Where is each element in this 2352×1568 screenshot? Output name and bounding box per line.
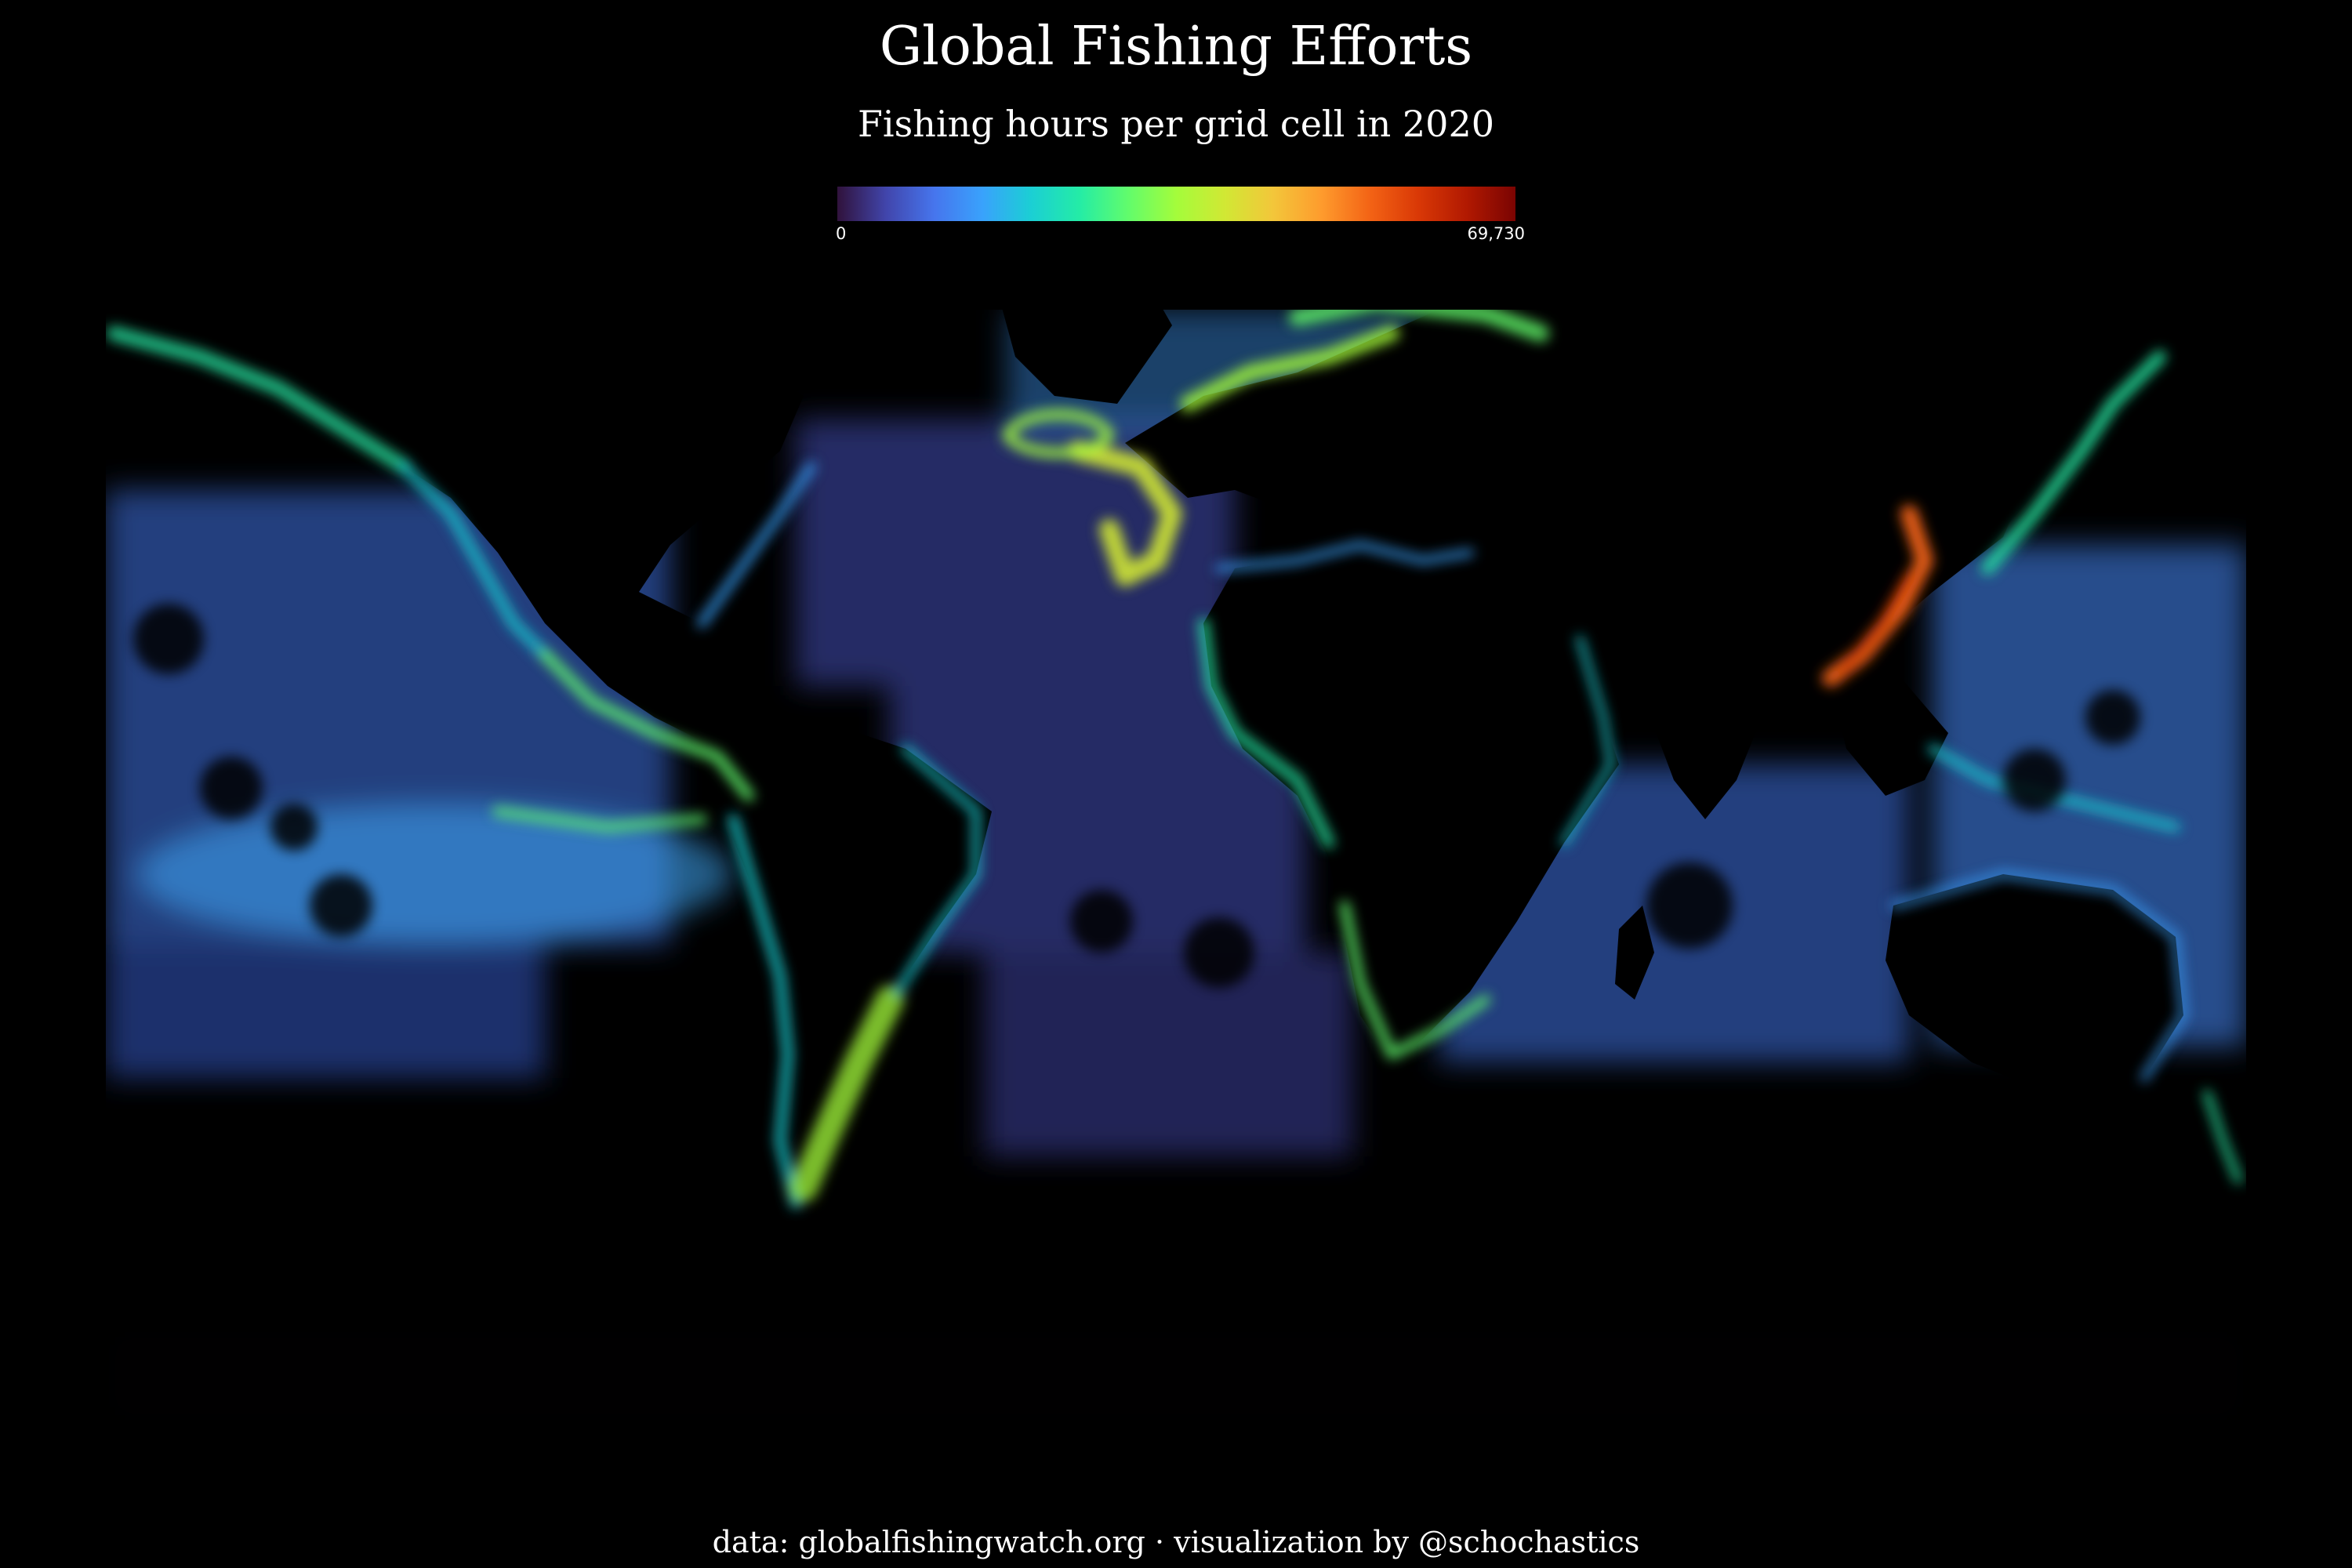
no-activity-patch (1184, 917, 1254, 988)
legend-gradient-bar (837, 187, 1515, 221)
iceland-ring (1003, 409, 1114, 458)
mexico-pacific-coast (539, 649, 754, 801)
east-pacific-equatorial-line (492, 806, 707, 833)
no-activity-patches (133, 604, 2140, 988)
us-east-coast (697, 462, 816, 628)
west-africa-coast (1198, 618, 1334, 848)
namibia-south-africa-coast (1340, 901, 1490, 1059)
madagascar (1615, 906, 1654, 1000)
page-subtitle: Fishing hours per grid cell in 2020 (858, 103, 1494, 145)
source-caption: data: globalfishingwatch.org · visualiza… (712, 1525, 1640, 1559)
no-activity-patch (2003, 749, 2066, 811)
antarctica (106, 1274, 2246, 1482)
south-america (725, 717, 992, 1196)
africa (1203, 553, 1619, 1062)
australia-coast (1889, 870, 2187, 1082)
color-legend: 0 69,730 (836, 187, 1525, 249)
europe-asia (1125, 310, 2246, 686)
south-atlantic-band (984, 953, 1352, 1156)
pacific-west-south-band (106, 945, 545, 1078)
new-zealand-coast (2203, 1090, 2242, 1184)
brazil-coast (893, 744, 981, 996)
land-layer (106, 310, 2246, 1482)
no-activity-patch (1646, 862, 1733, 949)
east-africa-coast (1560, 635, 1615, 847)
no-activity-patch (2085, 690, 2140, 745)
australia (1886, 874, 2183, 1094)
southeast-asia (1831, 678, 1948, 796)
greenland (1002, 310, 1172, 404)
legend-min-label: 0 (836, 224, 847, 243)
india (1635, 647, 1768, 819)
no-activity-patch (200, 757, 263, 819)
peru-chile-coast (728, 814, 801, 1209)
legend-max-label: 69,730 (1467, 224, 1525, 243)
barents-sea (1289, 310, 1549, 342)
no-activity-patch (310, 874, 372, 937)
coastal-activity-layer (107, 310, 2242, 1209)
page-title: Global Fishing Efforts (879, 16, 1473, 78)
no-activity-patch (270, 804, 318, 851)
fishing-effort-map (106, 310, 2246, 1482)
us-west-coast (398, 461, 550, 660)
norway-coast (1180, 325, 1399, 412)
alaska-coast (107, 326, 411, 474)
china-hotspot-core (1838, 572, 1913, 674)
mediterranean (1215, 541, 1474, 572)
patagonia-shelf (789, 985, 904, 1202)
no-activity-patch (1070, 890, 1133, 953)
no-activity-patch (133, 604, 204, 674)
north-sea-hotspot (1068, 441, 1182, 586)
japan-coast (1981, 350, 2166, 575)
